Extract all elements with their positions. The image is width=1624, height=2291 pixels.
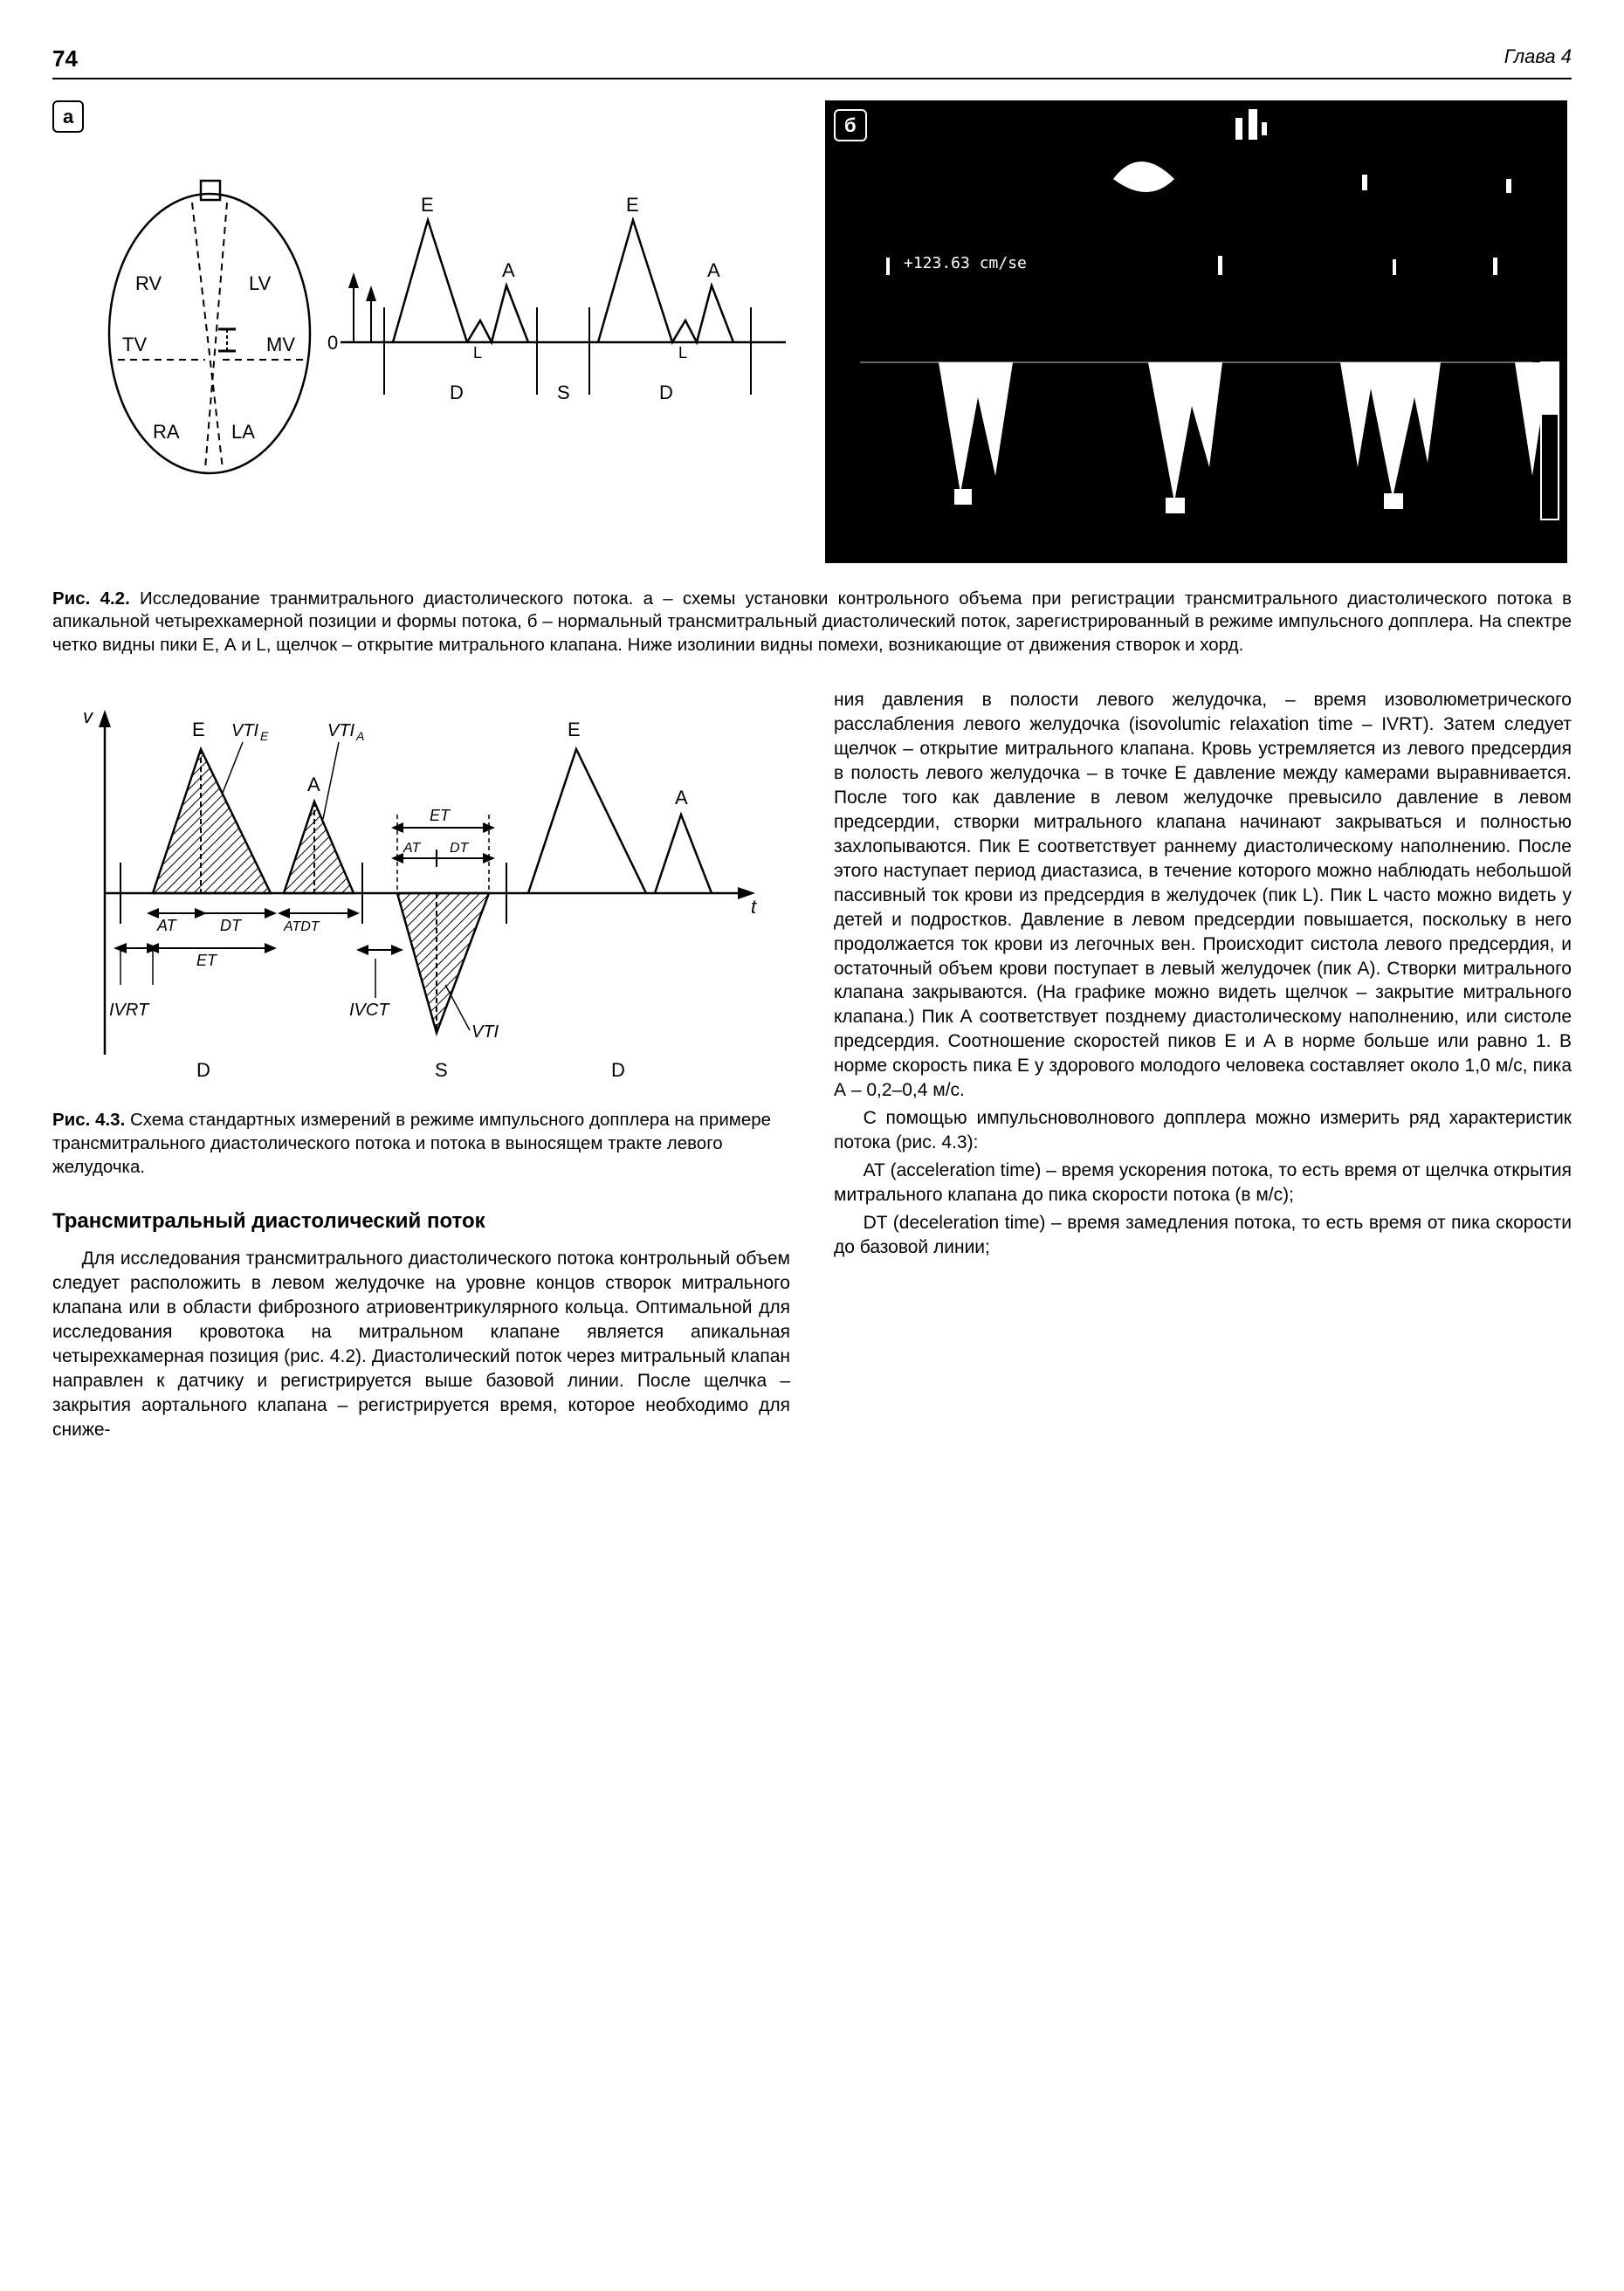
label-mv: MV (266, 334, 295, 355)
label-a3: A (675, 787, 688, 808)
left-column: v t IVRT E VTI E AT DT (52, 688, 790, 1445)
label-l1: L (473, 344, 482, 361)
fig42-text: Исследование транмитрального диастоличес… (52, 588, 1572, 655)
figure-4-2-panel-b: б +123.63 cm/se (825, 100, 1572, 570)
axis-v: v (83, 705, 94, 727)
body-p2: ния давления в полости левого желудочка,… (834, 688, 1572, 1103)
label-atdt: ATDT (283, 919, 320, 934)
label-ivrt: IVRT (109, 1001, 150, 1020)
doppler-svg (825, 100, 1567, 563)
figure-4-2-panel-a: а RV LV TV MV RA LA 0 (52, 100, 799, 506)
axis-t: t (751, 896, 757, 918)
fig42-label: Рис. 4.2. (52, 588, 130, 609)
label-d2: D (659, 382, 673, 403)
right-column: ния давления в полости левого желудочка,… (834, 688, 1572, 1445)
label-vtie: VTI (231, 721, 259, 740)
label-e2: E (626, 194, 639, 216)
body-p1: Для исследования трансмитрального диасто… (52, 1247, 790, 1441)
label-a: A (307, 774, 320, 795)
fig43-text: Схема стандартных измерений в режиме имп… (52, 1110, 771, 1176)
figure-4-3-caption: Рис. 4.3. Схема стандартных измерений в … (52, 1109, 790, 1179)
label-vti: VTI (471, 1022, 499, 1042)
label-s-bottom: S (435, 1059, 448, 1081)
label-rv: RV (135, 272, 162, 294)
label-d-bottom1: D (196, 1059, 210, 1081)
panel-tag-b: б (834, 109, 867, 141)
label-a1: A (502, 259, 515, 281)
label-e3: E (568, 719, 581, 740)
body-p4: АТ (acceleration time) – время ускорения… (834, 1159, 1572, 1207)
chapter-label: Глава 4 (1504, 44, 1572, 74)
doppler-overlay-text: +123.63 cm/se (904, 253, 1027, 274)
label-vtia: VTI (327, 721, 355, 740)
body-columns: v t IVRT E VTI E AT DT (52, 688, 1572, 1445)
label-ivct: IVCT (349, 1001, 390, 1020)
body-p5: DT (deceleration time) – время замедлени… (834, 1211, 1572, 1260)
label-a2: A (707, 259, 720, 281)
sub-a: A (355, 729, 364, 743)
label-dt1: DT (220, 917, 243, 934)
page-header: 74 Глава 4 (52, 44, 1572, 79)
label-zero: 0 (327, 332, 338, 354)
sub-e: E (260, 729, 269, 743)
figure-4-2-caption: Рис. 4.2. Исследование транмитрального д… (52, 588, 1572, 657)
section-heading: Трансмитральный диастолический поток (52, 1208, 790, 1235)
body-p3: С помощью импульсноволнового допплера мо… (834, 1106, 1572, 1155)
fig43-label: Рис. 4.3. (52, 1110, 125, 1130)
figure-4-2: а RV LV TV MV RA LA 0 (52, 100, 1572, 570)
label-dt2: DT (450, 841, 470, 856)
label-e1: E (421, 194, 434, 216)
label-et2: ET (430, 807, 451, 824)
label-ra: RA (153, 421, 180, 443)
label-tv: TV (122, 334, 147, 355)
fig43-svg: v t IVRT E VTI E AT DT (52, 688, 768, 1090)
label-d-bottom2: D (611, 1059, 625, 1081)
label-lv: LV (249, 272, 272, 294)
label-l2: L (678, 344, 687, 361)
fig42-svg: RV LV TV MV RA LA 0 E L A D (52, 133, 795, 499)
panel-tag-a: а (52, 100, 84, 133)
label-et1: ET (196, 952, 218, 969)
label-la: LA (231, 421, 255, 443)
label-at1: AT (156, 917, 178, 934)
label-e: E (192, 719, 205, 740)
page-number: 74 (52, 44, 78, 74)
label-s: S (557, 382, 570, 403)
label-d1: D (450, 382, 464, 403)
label-at2: AT (403, 841, 421, 856)
